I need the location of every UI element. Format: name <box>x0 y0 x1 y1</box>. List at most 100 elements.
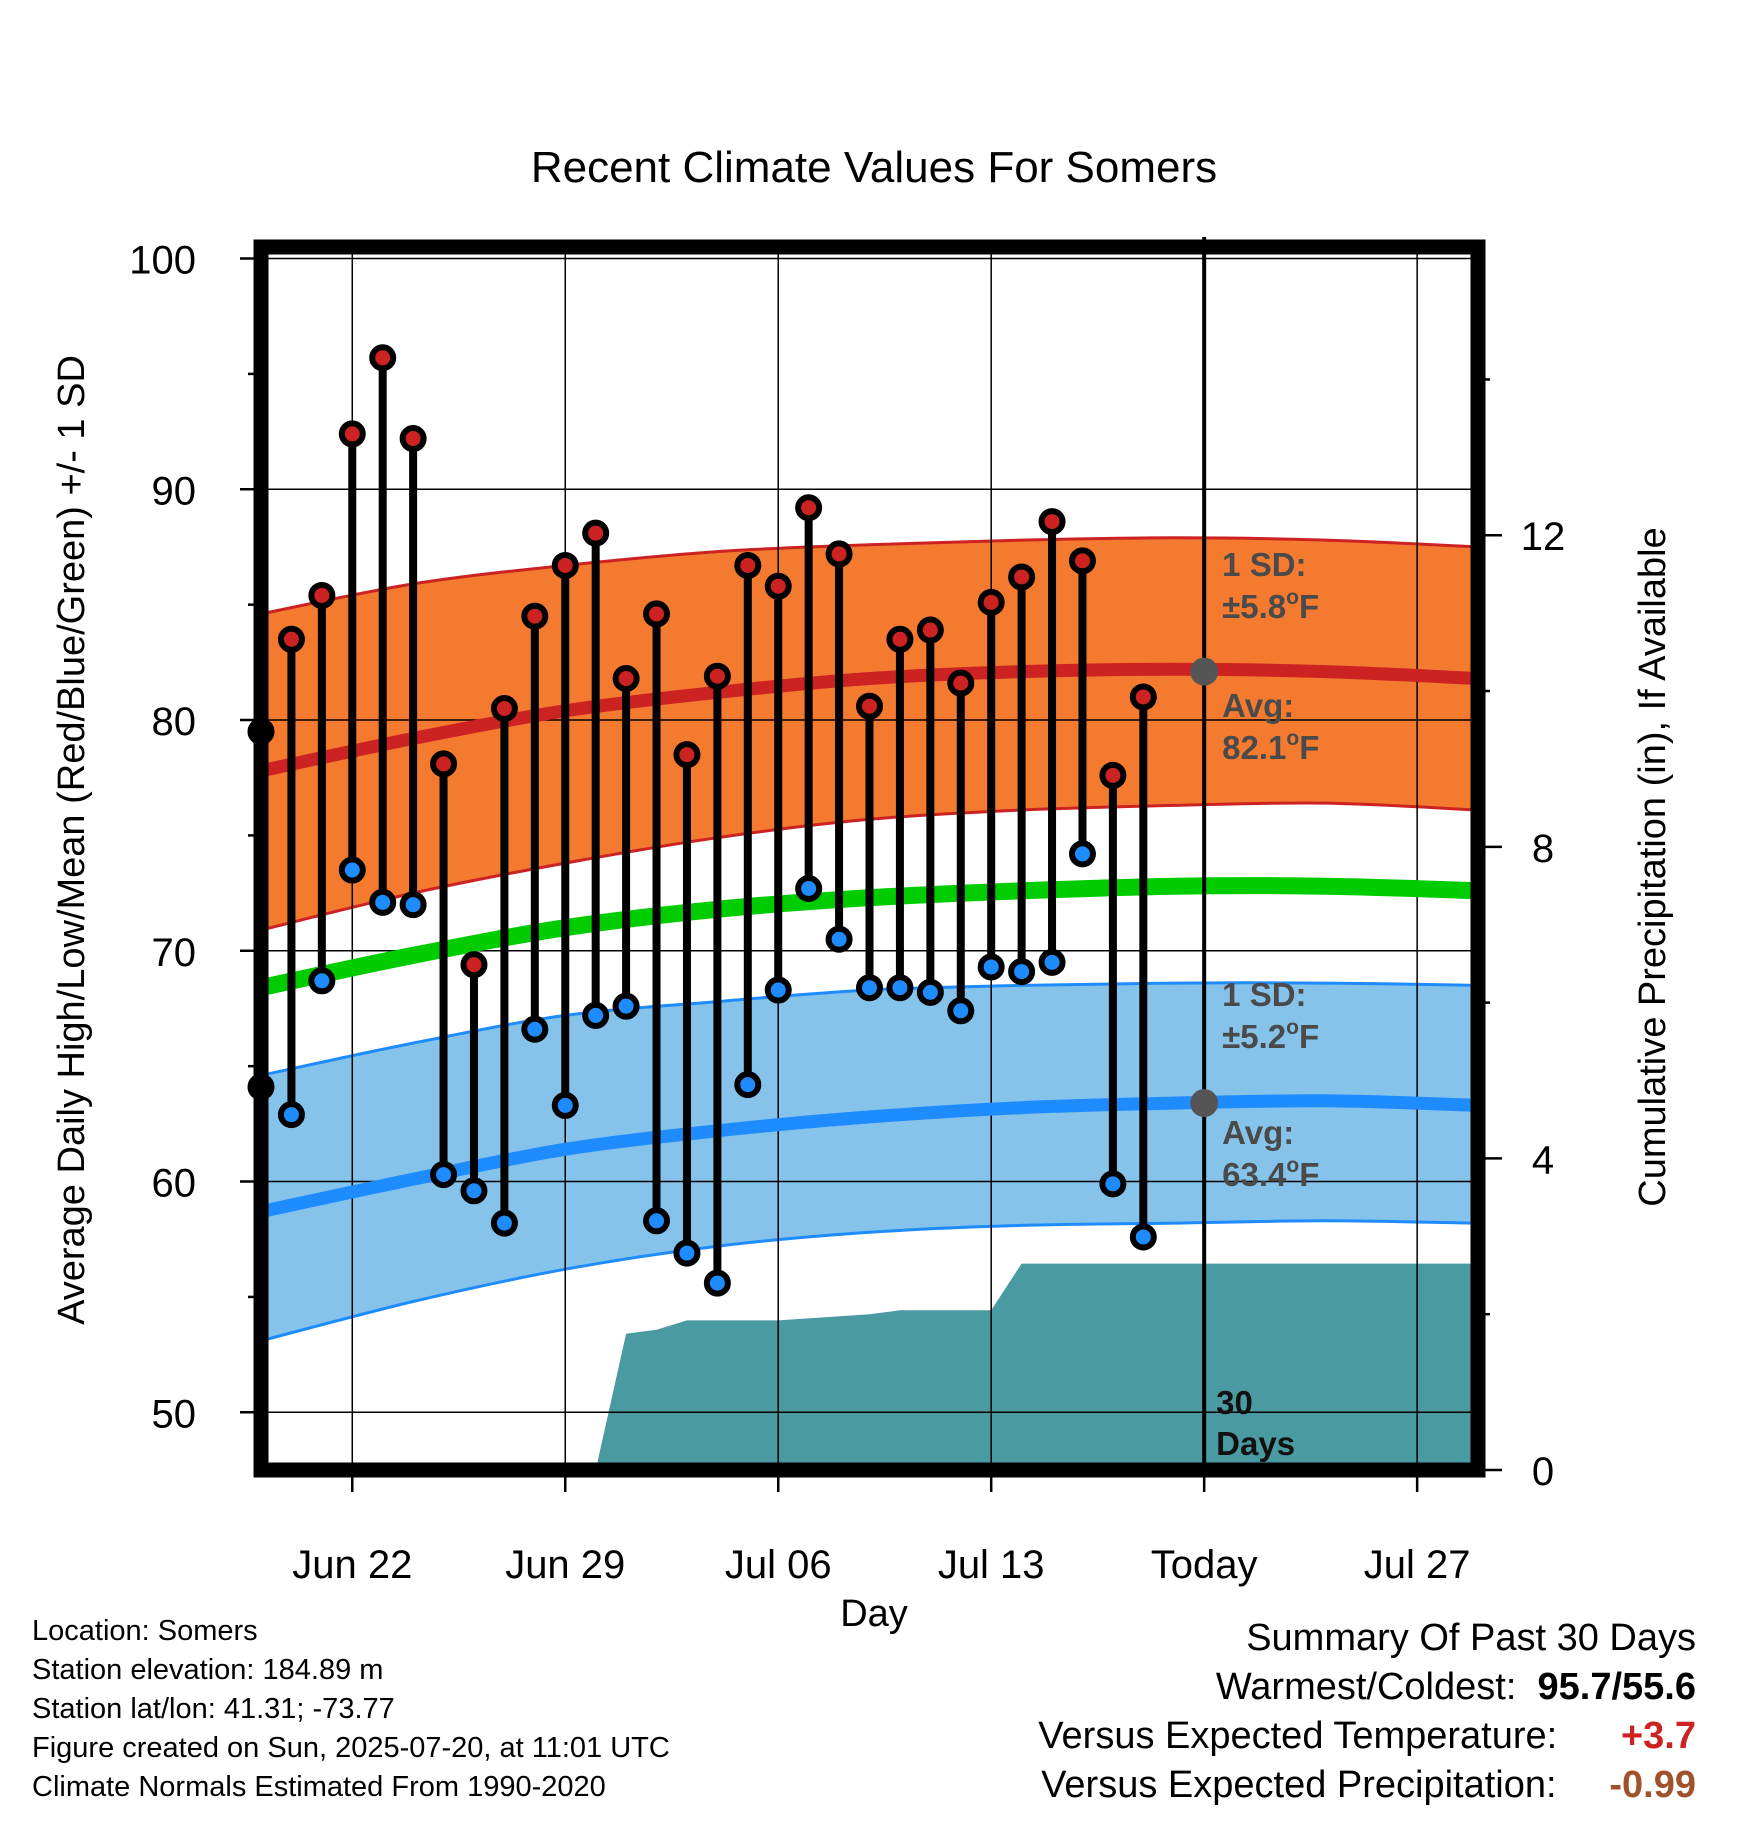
high-normal-line <box>259 662 1479 778</box>
high-dot-2025-07-01 <box>612 665 640 693</box>
station-info: Location: Somers Station elevation: 184.… <box>32 1612 670 1807</box>
low-dot-2025-07-14 <box>1008 958 1036 986</box>
high-dot-2025-07-15 <box>1038 508 1066 536</box>
low-dot-2025-07-11 <box>916 978 944 1006</box>
low-avg-value: 63.4oF <box>1222 1154 1319 1193</box>
high-dot-2025-07-14 <box>1008 563 1036 591</box>
low-dot-2025-06-23 <box>369 888 397 916</box>
low-dot-2025-07-17 <box>1099 1170 1127 1198</box>
low-avg-label: Avg: <box>1222 1114 1294 1151</box>
low-dot-2025-07-18 <box>1129 1223 1157 1251</box>
summary-warm-cold: Warmest/Coldest: 95.7/55.6 <box>1038 1663 1696 1712</box>
low-dot-2025-06-24 <box>399 891 427 919</box>
high-avg-value: 82.1oF <box>1222 727 1319 766</box>
x-tick-label-jun-29: Jun 29 <box>505 1543 625 1587</box>
high-dot-2025-06-28 <box>521 602 549 630</box>
high-dot-2025-07-04 <box>703 662 731 690</box>
high-dot-2025-07-08 <box>825 540 853 568</box>
low-dot-2025-06-30 <box>582 1001 610 1029</box>
warm-cold-value: 95.7/55.6 <box>1537 1666 1696 1708</box>
low-dot-2025-07-04 <box>703 1269 731 1297</box>
today-low-avg-dot <box>1190 1089 1219 1118</box>
y2-tick-label-0: 0 <box>1532 1450 1554 1494</box>
low-dot-2025-06-21 <box>308 967 336 995</box>
high-dot-2025-07-11 <box>916 616 944 644</box>
y2-tick-label-12: 12 <box>1521 515 1566 559</box>
x-tick-label-jul-13: Jul 13 <box>938 1543 1045 1587</box>
high-dot-2025-06-26 <box>460 951 488 979</box>
summary-title: Summary Of Past 30 Days <box>1246 1617 1696 1659</box>
high-dot-2025-06-23 <box>369 344 397 372</box>
low-dot-2025-06-27 <box>490 1209 518 1237</box>
precip-label: Versus Expected Precipitation: <box>1041 1764 1557 1806</box>
low-dot-2025-07-09 <box>856 974 883 1002</box>
low-dot-2025-06-22 <box>338 856 366 884</box>
plot-frame <box>253 239 1486 1478</box>
y-tick-label-80: 80 <box>152 700 197 744</box>
y-tick-label-70: 70 <box>152 931 197 975</box>
x-tick-label-today: Today <box>1151 1543 1258 1587</box>
low-sd-label: 1 SD: <box>1222 976 1306 1013</box>
precip-cumulative-area <box>261 1263 1478 1470</box>
y-tick-label-60: 60 <box>152 1162 197 1206</box>
low-dot-2025-07-05 <box>734 1071 762 1099</box>
low-sd-value: ±5.2oF <box>1222 1016 1319 1055</box>
daily-dots <box>247 344 1157 1297</box>
high-dot-2025-07-02 <box>643 600 671 628</box>
high-dot-2025-07-10 <box>886 625 914 653</box>
plot-border <box>253 239 1486 1478</box>
low-band-lower-edge <box>260 1219 1479 1343</box>
high-dot-2025-06-21 <box>308 581 336 609</box>
low-dot-2025-07-03 <box>673 1239 701 1267</box>
low-dot-2025-07-10 <box>886 974 914 1002</box>
x-tick-label-jul-27: Jul 27 <box>1364 1543 1471 1587</box>
info-created: Figure created on Sun, 2025-07-20, at 11… <box>32 1732 670 1764</box>
high-dot-2025-07-05 <box>734 551 762 579</box>
x-tick-label-jun-22: Jun 22 <box>292 1543 412 1587</box>
summary-temp: Versus Expected Temperature: +3.7 <box>1038 1712 1696 1761</box>
high-dot-2025-06-30 <box>582 519 610 547</box>
info-location: Location: Somers <box>32 1615 258 1647</box>
high-dot-2025-07-16 <box>1068 547 1096 575</box>
y2-tick-label-8: 8 <box>1532 827 1554 871</box>
x-axis-label: Day <box>840 1593 908 1635</box>
low-dot-2025-06-28 <box>521 1015 549 1043</box>
high-dot-2025-07-17 <box>1099 761 1127 789</box>
low-dot-2025-07-12 <box>947 997 975 1025</box>
daily-stems <box>257 357 1148 1284</box>
high-dot-2025-07-12 <box>947 669 975 697</box>
chart-title: Recent Climate Values For Somers <box>531 143 1217 192</box>
summary-precip: Versus Expected Precipitation: -0.99 <box>1038 1761 1696 1810</box>
high-dot-2025-07-03 <box>673 741 701 769</box>
high-dot-2025-07-18 <box>1129 683 1157 711</box>
high-avg-label: Avg: <box>1222 687 1294 724</box>
low-dot-2025-07-13 <box>977 953 1005 981</box>
high-dot-2025-07-06 <box>764 572 792 600</box>
high-dot-2025-06-24 <box>399 425 427 453</box>
low-dot-2025-06-25 <box>430 1161 458 1189</box>
high-dot-2025-07-07 <box>795 494 823 522</box>
x-tick-label-jul-06: Jul 06 <box>725 1543 832 1587</box>
temp-value: +3.7 <box>1620 1715 1696 1757</box>
high-sd-value: ±5.8oF <box>1222 586 1319 625</box>
y2-tick-label-4: 4 <box>1532 1138 1554 1182</box>
y-tick-label-50: 50 <box>152 1392 197 1436</box>
low-dot-2025-07-07 <box>795 874 823 902</box>
precip-area <box>261 1263 1478 1470</box>
high-dot-2025-07-13 <box>977 588 1005 616</box>
high-dot-2025-06-22 <box>338 420 366 448</box>
today-high-avg-dot <box>1190 657 1219 686</box>
low-dot-2025-07-01 <box>612 992 640 1020</box>
today-marker <box>1190 237 1219 1470</box>
low-dot-2025-07-06 <box>764 976 792 1004</box>
days-word: Days <box>1216 1425 1295 1462</box>
low-dot-2025-07-02 <box>643 1207 671 1235</box>
low-dot-2025-07-15 <box>1038 948 1066 976</box>
low-dot-2025-07-08 <box>825 925 853 953</box>
high-sd-label: 1 SD: <box>1222 546 1306 583</box>
info-latlon: Station lat/lon: 41.31; -73.77 <box>32 1693 395 1725</box>
high-dot-2025-06-27 <box>490 695 518 723</box>
